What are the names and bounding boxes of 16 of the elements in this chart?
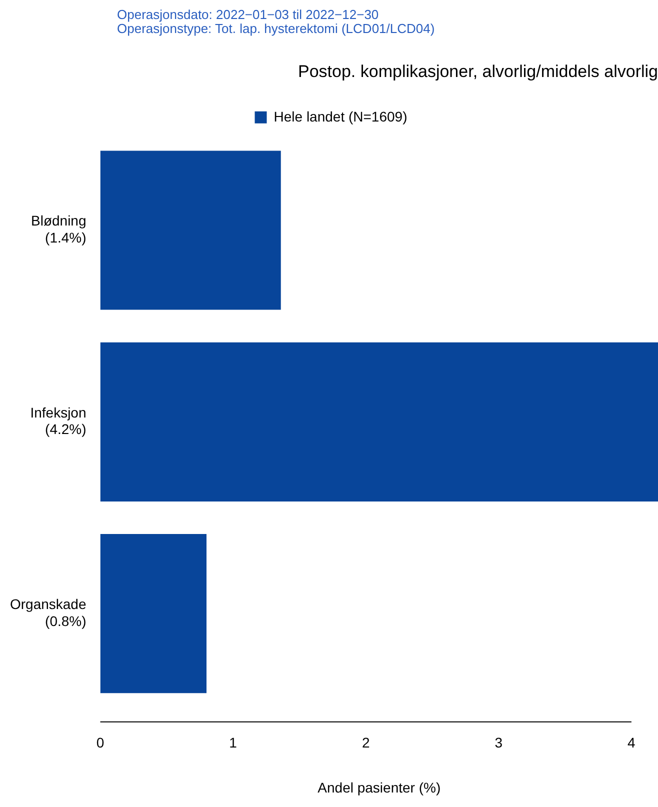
- bar: [100, 534, 207, 694]
- y-tick-label: Blødning (1.4%): [31, 212, 86, 246]
- chart-title: Postop. komplikasjoner, alvorlig/middels alvorlig: [298, 62, 658, 81]
- x-tick-label: 2: [362, 734, 370, 751]
- text: Operasjonsdato: 2022−01−03 til 2022−12−30: [117, 7, 379, 22]
- bar: [100, 150, 281, 310]
- text: Operasjonstype: Tot. lap. hysterektomi (LCD01/LCD04): [117, 21, 435, 36]
- x-tick-label: 4: [628, 734, 636, 751]
- bar: [100, 342, 658, 502]
- x-tick-label: 0: [96, 734, 104, 751]
- legend-label: Hele landet (N=1609): [274, 108, 408, 124]
- y-tick-label: Infeksjon (4.2%): [30, 404, 86, 438]
- y-tick-label: Organskade (0.8%): [10, 596, 86, 629]
- x-tick-label: 3: [494, 734, 503, 751]
- x-axis-title: Andel pasienter (%): [318, 779, 441, 796]
- x-tick-label: 1: [229, 734, 238, 751]
